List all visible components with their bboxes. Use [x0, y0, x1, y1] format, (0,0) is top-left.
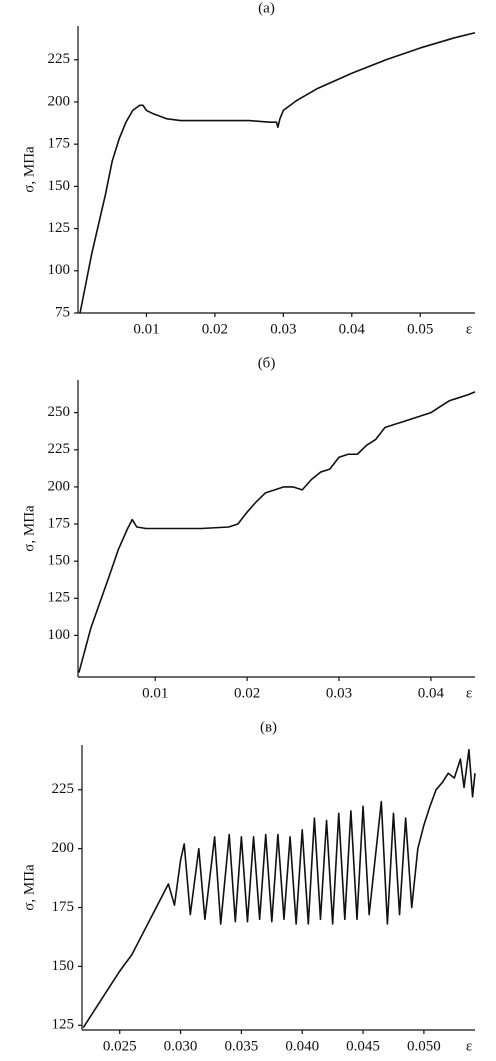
x-axis-label: ε [466, 685, 472, 701]
y-tick-label: 200 [52, 840, 75, 856]
y-tick-label: 225 [48, 51, 71, 67]
x-tick-label: 0.030 [164, 1038, 198, 1054]
x-tick-label: 0.035 [225, 1038, 259, 1054]
x-tick-label: 0.04 [418, 685, 445, 701]
x-tick-label: 0.045 [346, 1038, 380, 1054]
y-tick-label: 125 [48, 590, 71, 606]
curve [82, 748, 476, 1029]
curve [79, 31, 476, 314]
y-tick-label: 175 [48, 136, 71, 152]
y-tick-label: 150 [48, 553, 71, 569]
y-tick-label: 200 [48, 478, 71, 494]
y-tick-label: 225 [52, 781, 75, 797]
y-axis-label: σ, МПа [21, 146, 37, 193]
y-tick-label: 175 [52, 899, 75, 915]
panel-title: (а) [258, 0, 275, 16]
x-tick-label: 0.025 [103, 1038, 137, 1054]
y-tick-label: 100 [48, 627, 71, 643]
y-tick-label: 125 [48, 220, 71, 236]
y-tick-label: 150 [52, 958, 75, 974]
y-tick-label: 150 [48, 178, 71, 194]
panel-title: (б) [258, 355, 276, 371]
x-axis-label: ε [466, 1038, 472, 1054]
x-tick-label: 0.05 [407, 321, 433, 337]
curve [78, 391, 476, 673]
x-tick-label: 0.050 [407, 1038, 441, 1054]
x-tick-label: 0.02 [202, 321, 228, 337]
y-tick-label: 225 [48, 441, 71, 457]
y-tick-label: 200 [48, 93, 71, 109]
y-tick-label: 175 [48, 515, 71, 531]
y-tick-label: 75 [55, 304, 70, 320]
y-tick-label: 250 [48, 404, 71, 420]
y-tick-label: 100 [48, 262, 71, 278]
x-tick-label: 0.04 [339, 321, 366, 337]
x-tick-label: 0.040 [285, 1038, 319, 1054]
y-axis-label: σ, МПа [21, 505, 37, 552]
x-axis-label: ε [466, 321, 472, 337]
y-tick-label: 125 [52, 1017, 75, 1033]
x-tick-label: 0.01 [142, 685, 168, 701]
x-tick-label: 0.03 [326, 685, 352, 701]
x-tick-label: 0.01 [133, 321, 159, 337]
y-axis-label: σ, МПа [21, 864, 37, 911]
panel-title: (в) [260, 719, 277, 735]
x-tick-label: 0.03 [270, 321, 296, 337]
x-tick-label: 0.02 [234, 685, 260, 701]
